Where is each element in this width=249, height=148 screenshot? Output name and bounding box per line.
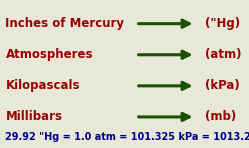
Text: Inches of Mercury: Inches of Mercury [5, 17, 124, 30]
Text: Kilopascals: Kilopascals [5, 79, 80, 92]
Text: ("Hg): ("Hg) [205, 17, 241, 30]
Text: (mb): (mb) [205, 110, 237, 123]
Text: 29.92 "Hg = 1.0 atm = 101.325 kPa = 1013.25 mb: 29.92 "Hg = 1.0 atm = 101.325 kPa = 1013… [5, 132, 249, 142]
Text: Millibars: Millibars [5, 110, 62, 123]
Text: (atm): (atm) [205, 48, 242, 61]
Text: (kPa): (kPa) [205, 79, 240, 92]
Text: Atmospheres: Atmospheres [5, 48, 93, 61]
